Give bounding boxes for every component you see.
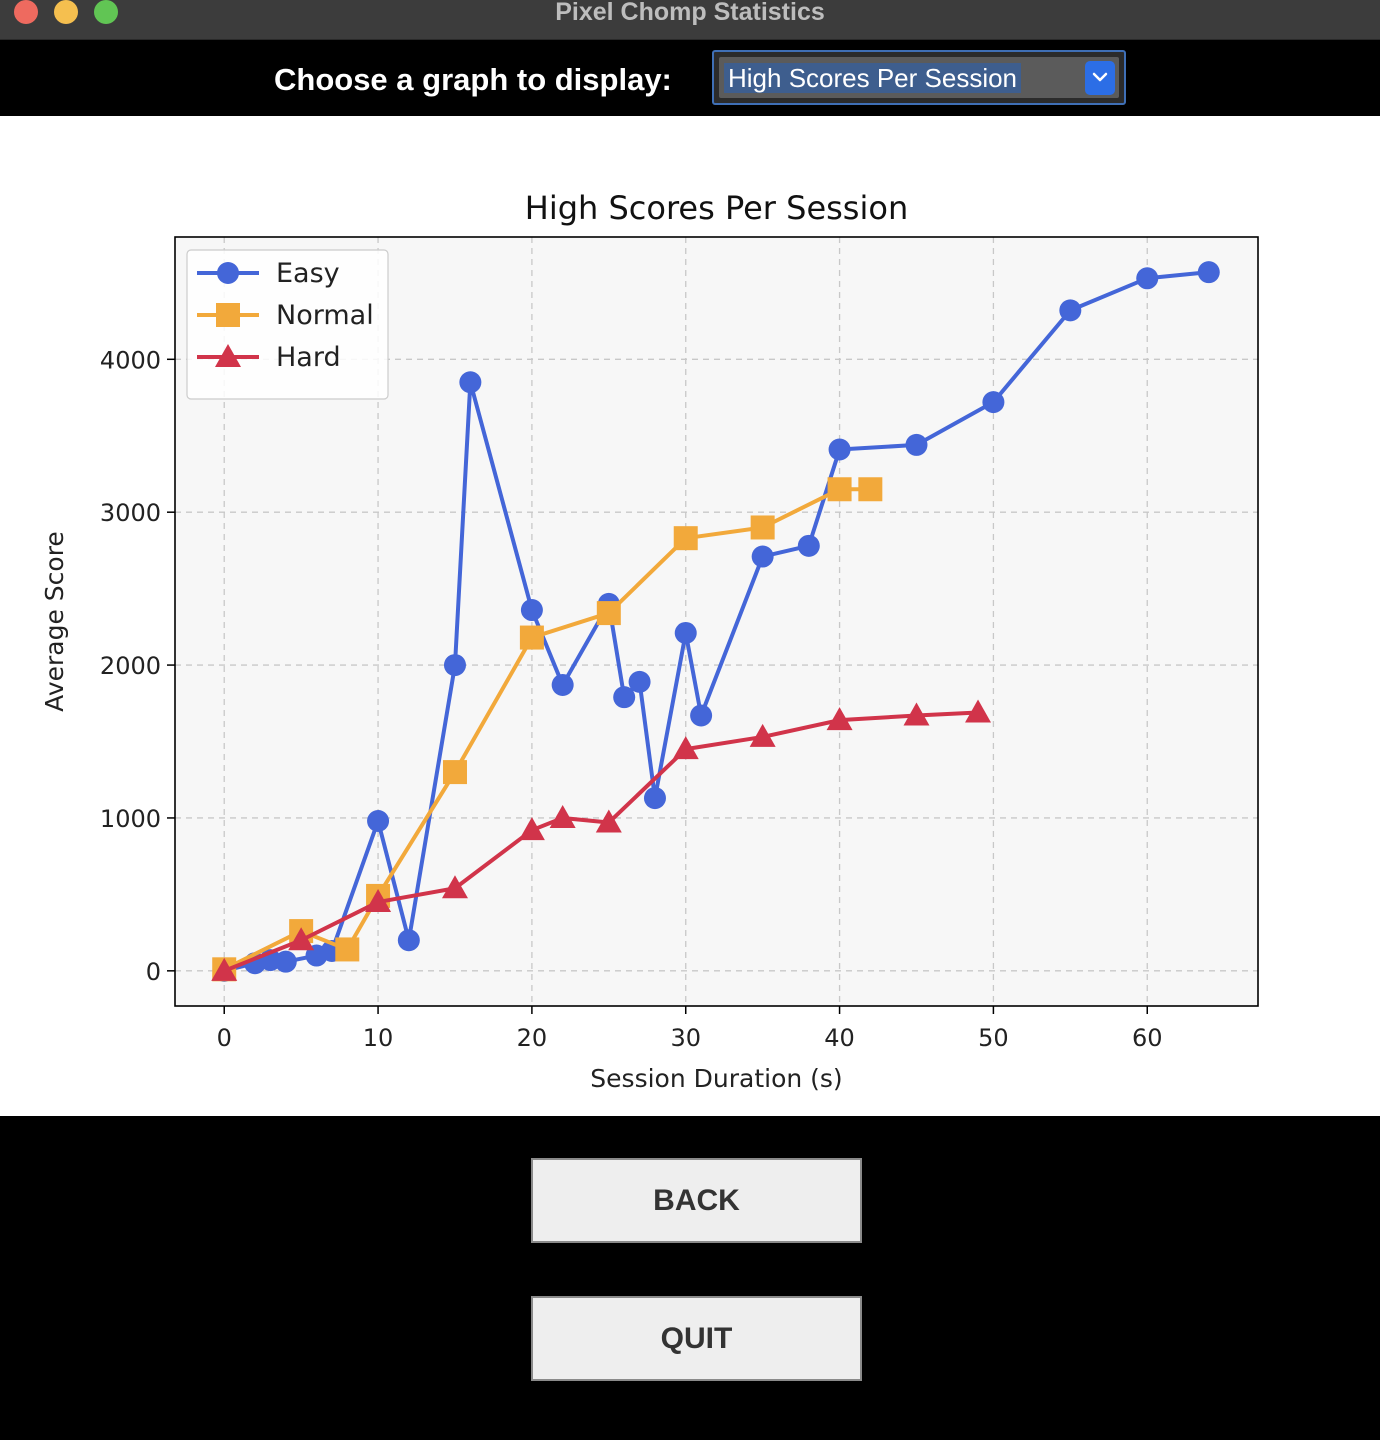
graph-select-dropdown[interactable]: High Scores Per Session bbox=[712, 50, 1126, 105]
data-point bbox=[1136, 267, 1159, 290]
data-point bbox=[288, 927, 315, 951]
quit-button[interactable]: QUIT bbox=[531, 1296, 862, 1381]
data-point bbox=[672, 736, 699, 760]
data-point bbox=[750, 515, 775, 540]
y-tick-label: 4000 bbox=[100, 346, 161, 374]
minimize-window-button[interactable] bbox=[54, 0, 78, 24]
y-axis-label: Average Score bbox=[40, 531, 69, 712]
data-point bbox=[442, 760, 467, 785]
legend-label: Hard bbox=[276, 342, 341, 373]
y-tick-label: 1000 bbox=[100, 805, 161, 833]
data-point bbox=[982, 391, 1005, 414]
data-point bbox=[827, 477, 852, 502]
window-title: Pixel Chomp Statistics bbox=[555, 0, 825, 26]
data-point bbox=[274, 950, 297, 973]
y-tick-label: 3000 bbox=[100, 499, 161, 527]
x-tick-label: 20 bbox=[517, 1024, 548, 1052]
x-tick-label: 30 bbox=[670, 1024, 701, 1052]
data-point bbox=[826, 707, 853, 731]
series-normal bbox=[212, 477, 883, 982]
data-point bbox=[459, 371, 482, 394]
data-point bbox=[905, 433, 928, 456]
zoom-window-button[interactable] bbox=[94, 0, 118, 24]
x-tick-label: 50 bbox=[978, 1024, 1009, 1052]
data-point bbox=[1197, 261, 1220, 284]
y-tick-label: 2000 bbox=[100, 652, 161, 680]
data-point bbox=[858, 477, 883, 502]
chart-legend: Easy Normal Hard bbox=[186, 249, 389, 400]
data-point bbox=[965, 699, 992, 723]
data-point bbox=[551, 673, 574, 696]
data-point bbox=[211, 957, 238, 981]
data-point bbox=[518, 817, 545, 841]
chart-title: High Scores Per Session bbox=[525, 189, 908, 227]
legend-label: Normal bbox=[276, 300, 374, 331]
series-easy bbox=[213, 261, 1220, 982]
high-scores-chart: 0 10 20 30 40 50 60 0 1000 2000 3000 4000 High Score… bbox=[40, 189, 1259, 1093]
data-point bbox=[643, 787, 666, 810]
data-point bbox=[751, 545, 774, 568]
choose-graph-label: Choose a graph to display: bbox=[274, 62, 672, 97]
data-point bbox=[549, 804, 576, 828]
plot-frame bbox=[174, 236, 1259, 1007]
data-point bbox=[595, 809, 622, 833]
x-tick-label: 60 bbox=[1132, 1024, 1163, 1052]
x-tick-label: 40 bbox=[824, 1024, 855, 1052]
data-point bbox=[596, 601, 621, 626]
data-point bbox=[749, 723, 776, 747]
data-point bbox=[903, 702, 930, 726]
title-bar: Pixel Chomp Statistics bbox=[0, 0, 1380, 40]
graph-selector-bar: Choose a graph to display: High Scores P… bbox=[0, 40, 1380, 116]
x-axis-label: Session Duration (s) bbox=[590, 1064, 842, 1093]
data-point bbox=[367, 810, 390, 833]
x-tick-label: 0 bbox=[217, 1024, 232, 1052]
data-point bbox=[673, 526, 698, 551]
data-point bbox=[674, 621, 697, 644]
series-hard bbox=[211, 699, 992, 981]
x-tick-label: 10 bbox=[363, 1024, 394, 1052]
legend-marker bbox=[216, 303, 240, 327]
chevron-down-icon[interactable] bbox=[1085, 61, 1115, 95]
back-button[interactable]: BACK bbox=[531, 1158, 862, 1243]
data-point bbox=[335, 937, 360, 962]
legend-marker bbox=[215, 344, 241, 367]
data-point bbox=[1059, 299, 1082, 322]
legend-label: Easy bbox=[276, 258, 340, 289]
graph-select-value: High Scores Per Session bbox=[724, 63, 1022, 93]
data-point bbox=[797, 534, 820, 557]
data-point bbox=[628, 670, 651, 693]
legend-marker bbox=[217, 262, 239, 284]
data-point bbox=[397, 929, 420, 952]
y-tick-label: 0 bbox=[146, 958, 161, 986]
data-point bbox=[520, 599, 543, 622]
data-point bbox=[443, 654, 466, 677]
chart-panel: 0 10 20 30 40 50 60 0 1000 2000 3000 4000 High Score… bbox=[0, 116, 1380, 1116]
data-point bbox=[690, 704, 713, 727]
data-point bbox=[365, 889, 392, 913]
close-window-button[interactable] bbox=[14, 0, 38, 24]
data-point bbox=[519, 625, 544, 650]
data-point bbox=[828, 438, 851, 461]
series-line bbox=[223, 710, 979, 973]
data-point bbox=[613, 686, 636, 709]
graph-select-field[interactable]: High Scores Per Session bbox=[719, 57, 1119, 98]
data-point bbox=[441, 875, 468, 899]
